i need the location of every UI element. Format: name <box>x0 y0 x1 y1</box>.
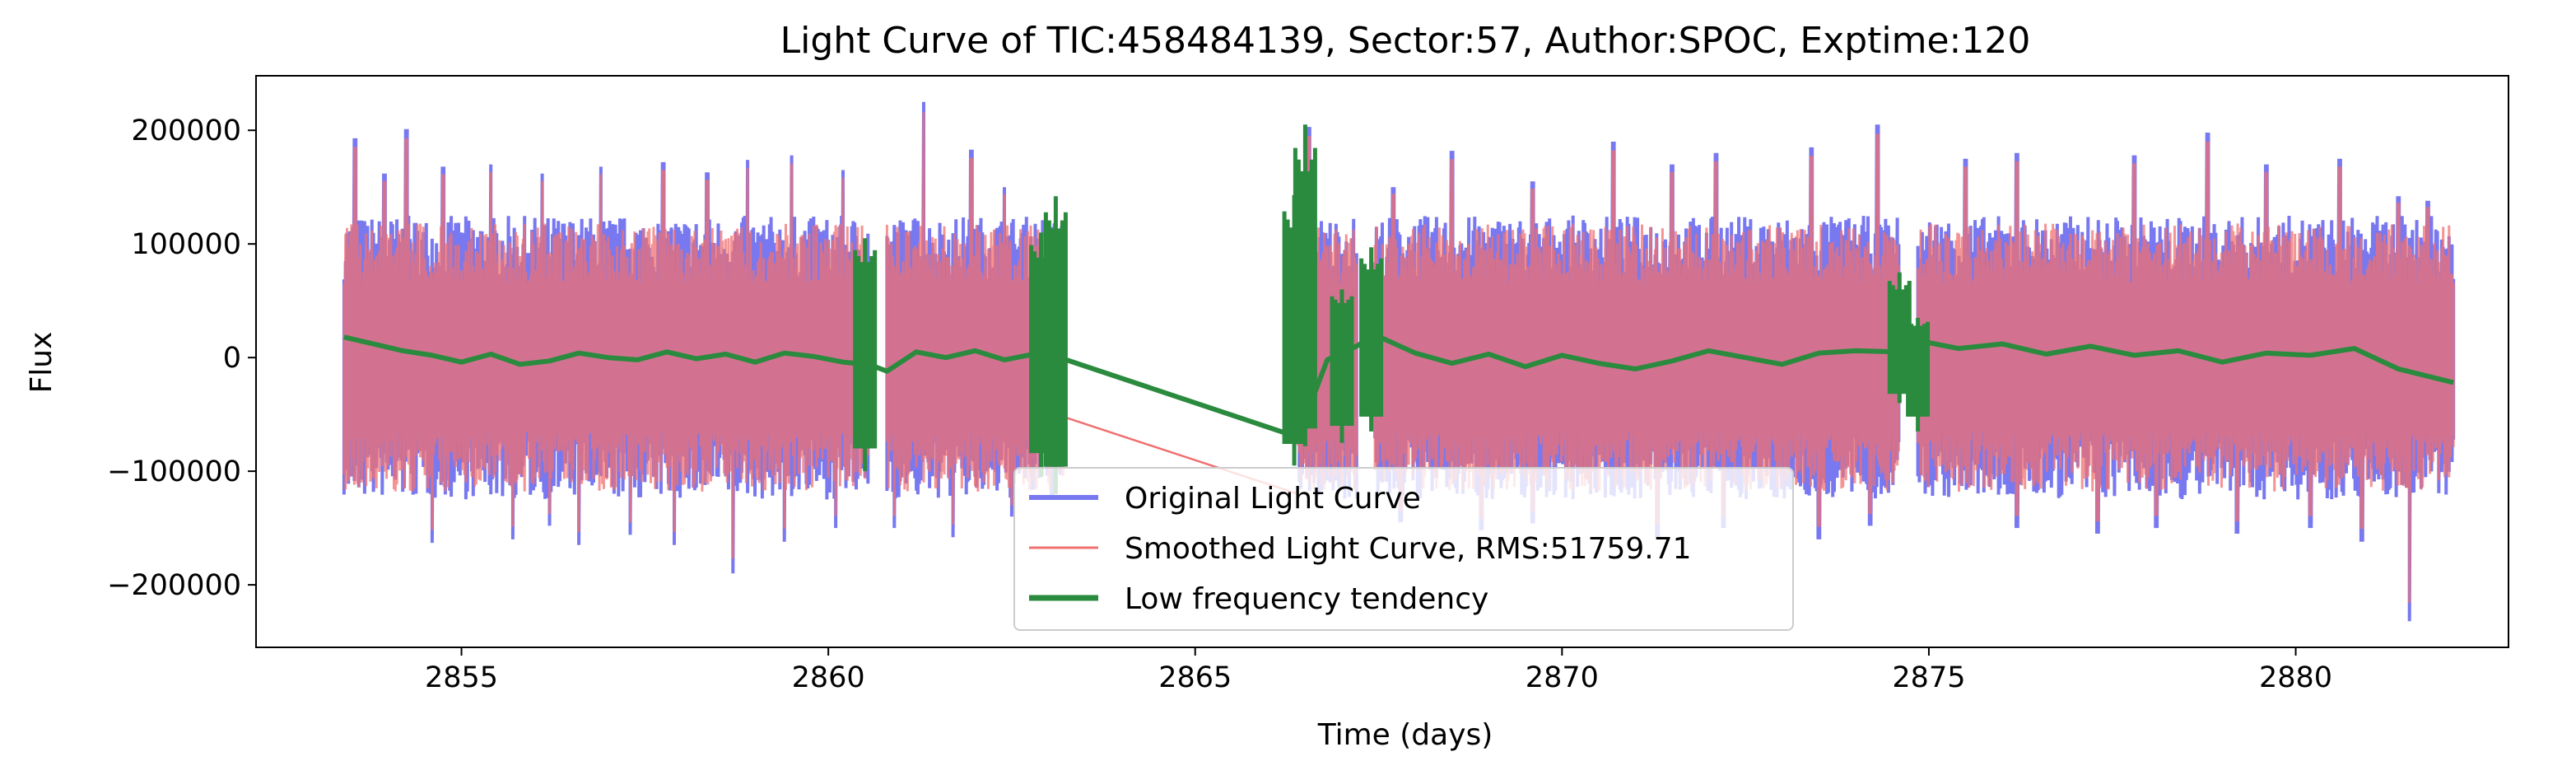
tendency-spike <box>1887 272 1912 404</box>
tendency-line <box>343 332 2454 440</box>
x-tick-label: 2865 <box>1158 661 1232 694</box>
legend-label-original: Original Light Curve <box>1125 482 1421 516</box>
chart-title: Light Curve of TIC:458484139, Sector:57,… <box>780 20 2031 62</box>
plot-frame <box>255 75 2509 648</box>
series-tendency <box>343 124 2454 494</box>
y-axis-label: Flux <box>25 332 58 394</box>
y-tick-label: 200000 <box>131 114 241 147</box>
tendency-spike <box>1293 124 1317 446</box>
x-tick-label: 2870 <box>1526 661 1599 694</box>
y-tick-label: −100000 <box>107 455 241 488</box>
tendency-spike <box>853 238 878 472</box>
smoothed-segment <box>1917 141 2455 603</box>
legend-label-tendency: Low frequency tendency <box>1125 582 1488 616</box>
tendency-spike <box>1359 247 1384 432</box>
y-tick-label: 0 <box>223 342 241 375</box>
legend-box <box>1013 467 1794 631</box>
legend-label-smoothed: Smoothed Light Curve, RMS:51759.71 <box>1125 532 1692 566</box>
smoothed-segment <box>1373 133 1900 527</box>
x-tick-label: 2875 <box>1892 661 1965 694</box>
x-tick-label: 2855 <box>425 661 498 694</box>
legend: Original Light Curve Smoothed Light Curv… <box>1013 467 1794 631</box>
x-axis-label: Time (days) <box>1317 718 1493 752</box>
series-smoothed <box>342 112 2455 603</box>
y-tick-label: −200000 <box>107 569 241 602</box>
x-tick-label: 2860 <box>792 661 865 694</box>
tendency-spike <box>1906 317 1931 432</box>
tendency-spike <box>1330 289 1354 443</box>
smoothed-segment <box>342 138 869 559</box>
x-tick-label: 2880 <box>2259 661 2332 694</box>
y-tick-label: 100000 <box>131 228 241 261</box>
tendency-spike <box>1043 196 1068 494</box>
